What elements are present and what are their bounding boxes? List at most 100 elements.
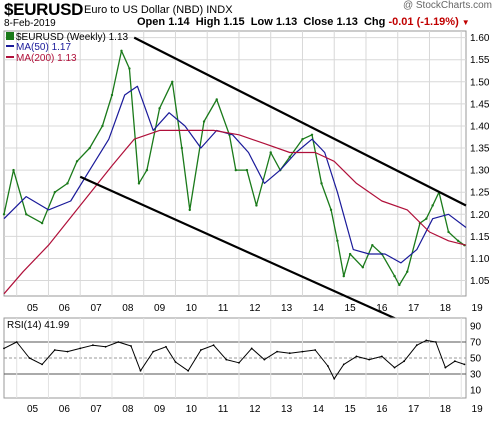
price-x-tick-label: 07 xyxy=(91,303,103,314)
price-point xyxy=(88,146,91,150)
low-value: 1.13 xyxy=(275,16,298,28)
rsi-point xyxy=(165,345,167,348)
main-legend: $EURUSD (Weekly) 1.13 MA(50) 1.17 MA(200… xyxy=(6,32,129,64)
rsi-x-tick-label: 08 xyxy=(122,404,134,415)
price-point xyxy=(342,274,345,278)
price-y-axis: 1.05 1.10 1.15 1.20 1.25 1.30 1.35 1.40 1.45 1.50… xyxy=(470,33,490,287)
close-value: 1.13 xyxy=(336,16,358,28)
rsi-y-tick-label: 30 xyxy=(470,370,482,381)
price-point xyxy=(398,283,401,287)
price-point xyxy=(431,204,434,207)
price-point xyxy=(145,168,149,172)
ma200-legend-label: MA(200) 1.13 xyxy=(16,53,77,64)
price-point xyxy=(406,270,409,273)
price-point xyxy=(269,151,272,154)
rsi-point xyxy=(326,365,329,367)
price-y-tick-label: 1.40 xyxy=(470,121,490,132)
price-point xyxy=(371,244,374,247)
rsi-point xyxy=(393,366,396,369)
rsi-plot-area xyxy=(3,339,466,380)
price-point xyxy=(101,124,104,128)
price-point xyxy=(288,155,291,159)
rsi-point xyxy=(368,358,371,361)
price-point xyxy=(234,168,237,172)
price-y-tick-label: 1.60 xyxy=(470,33,490,44)
rsi-point xyxy=(444,366,447,369)
rsi-point xyxy=(403,360,405,363)
price-y-tick-label: 1.50 xyxy=(470,77,490,88)
price-x-tick-label: 12 xyxy=(249,303,261,314)
price-point xyxy=(336,239,339,242)
rsi-point xyxy=(139,369,142,372)
ohlc-readout: Open 1.14 High 1.15 Low 1.13 Close 1.13 … xyxy=(137,16,470,28)
main-grid xyxy=(4,31,466,296)
price-y-tick-label: 1.35 xyxy=(470,144,490,155)
rsi-x-tick-label: 07 xyxy=(91,404,103,415)
price-point xyxy=(361,266,365,269)
rsi-x-tick-label: 14 xyxy=(313,404,325,415)
rsi-x-tick-label: 09 xyxy=(154,404,166,415)
price-x-tick-label: 08 xyxy=(122,303,134,314)
rsi-point xyxy=(79,347,82,350)
rsi-point xyxy=(453,360,456,363)
rsi-point xyxy=(28,357,31,359)
rsi-x-tick-label: 15 xyxy=(345,404,357,415)
rsi-point xyxy=(92,344,94,347)
ma50-legend-label: MA(50) 1.17 xyxy=(16,42,71,53)
price-point xyxy=(110,93,114,97)
price-x-tick-label: 17 xyxy=(408,303,420,314)
rsi-point xyxy=(117,341,120,343)
price-point xyxy=(215,98,218,101)
price-point xyxy=(25,213,28,216)
price-point xyxy=(188,208,191,212)
down-triangle-icon: ▼ xyxy=(461,18,470,27)
price-x-tick-label: 19 xyxy=(472,303,484,314)
open-value: 1.14 xyxy=(168,16,190,28)
price-y-tick-label: 1.55 xyxy=(470,55,490,66)
rsi-y-tick-label: 10 xyxy=(470,386,482,397)
rsi-point xyxy=(425,339,428,342)
rsi-y-tick-label: 70 xyxy=(470,338,482,349)
brand-watermark: @ StockCharts.com xyxy=(402,0,492,11)
rsi-x-tick-label: 05 xyxy=(27,404,39,415)
rsi-legend-label: RSI(14) 41.99 xyxy=(7,320,70,331)
rsi-point xyxy=(238,361,240,364)
rsi-point xyxy=(187,369,190,372)
price-x-tick-label: 16 xyxy=(376,303,388,314)
price-point xyxy=(393,274,396,278)
rsi-point xyxy=(288,352,291,355)
rsi-y-tick-label: 50 xyxy=(470,354,482,365)
price-point xyxy=(301,138,304,141)
rsi-grid xyxy=(4,318,466,398)
price-y-tick-label: 1.30 xyxy=(470,166,490,177)
open-label: Open xyxy=(137,16,166,28)
symbol-title: $EURUSD xyxy=(4,0,84,19)
high-value: 1.15 xyxy=(223,16,245,28)
price-point xyxy=(245,168,249,172)
price-x-tick-label: 14 xyxy=(313,303,325,314)
rsi-x-tick-label: 06 xyxy=(59,404,71,415)
price-y-tick-label: 1.15 xyxy=(470,232,490,243)
rsi-point xyxy=(276,350,278,353)
rsi-point xyxy=(174,361,177,363)
price-point xyxy=(329,208,333,212)
rsi-y-axis: 10 30 50 70 90 xyxy=(470,322,482,397)
chg-value: -0.01 (-1.19%) xyxy=(388,16,459,28)
price-point xyxy=(75,160,79,163)
price-point xyxy=(2,213,6,216)
price-point xyxy=(40,221,44,225)
rsi-point xyxy=(53,349,56,351)
rsi-point xyxy=(41,363,44,366)
price-point xyxy=(53,191,57,194)
main-plot-area xyxy=(2,36,467,346)
rsi-point xyxy=(355,355,358,358)
rsi-x-tick-label: 13 xyxy=(281,404,293,415)
ma50-series-line xyxy=(3,85,467,264)
rsi-point xyxy=(225,358,228,361)
rsi-point xyxy=(212,344,215,347)
price-point xyxy=(137,182,141,185)
rsi-point xyxy=(314,349,317,351)
rsi-point xyxy=(104,345,107,348)
rsi-point xyxy=(152,350,155,353)
rsi-x-tick-label: 17 xyxy=(408,404,420,415)
